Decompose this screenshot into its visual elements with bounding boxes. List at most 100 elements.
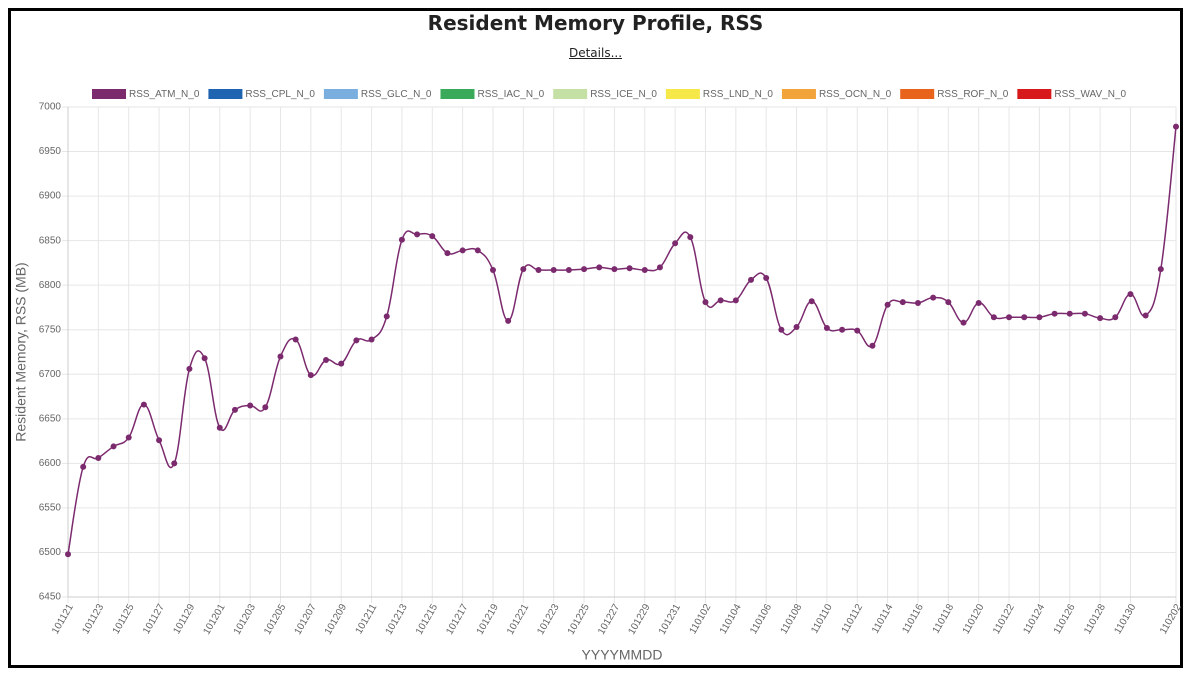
details-toggle[interactable]: Details... xyxy=(569,46,622,60)
legend-label: RSS_ICE_N_0 xyxy=(590,89,657,100)
data-point xyxy=(1112,314,1119,321)
data-point xyxy=(596,264,603,271)
data-point xyxy=(383,313,390,320)
x-tick-label: 101229 xyxy=(626,602,652,637)
legend-label: RSS_ROF_N_0 xyxy=(937,89,1009,100)
legend-label: RSS_OCN_N_0 xyxy=(819,89,892,100)
data-point xyxy=(945,299,952,306)
data-point xyxy=(414,231,421,238)
data-point xyxy=(1066,310,1073,317)
x-tick-label: 101213 xyxy=(384,602,410,637)
x-tick-label: 101219 xyxy=(475,602,501,637)
chart-title: Resident Memory Profile, RSS xyxy=(427,11,764,35)
y-tick-label: 6950 xyxy=(39,146,62,157)
data-point xyxy=(80,463,87,470)
x-tick-label: 110116 xyxy=(900,602,926,635)
x-tick-label: 101129 xyxy=(171,602,197,636)
data-point xyxy=(1097,315,1104,322)
data-point xyxy=(1142,312,1149,319)
data-point xyxy=(231,406,238,413)
data-point xyxy=(732,297,739,304)
data-point xyxy=(307,372,314,379)
x-tick-label: 101231 xyxy=(657,602,683,637)
data-point xyxy=(1021,314,1028,321)
x-tick-label: 110112 xyxy=(840,602,866,635)
y-tick-label: 6750 xyxy=(39,324,62,335)
x-tick-label: 110118 xyxy=(931,602,957,635)
data-point xyxy=(1157,266,1164,273)
x-tick-label: 101203 xyxy=(232,602,258,637)
data-point xyxy=(656,264,663,271)
data-point xyxy=(687,234,694,241)
x-axis-label: YYYYMMDD xyxy=(582,647,663,663)
data-point xyxy=(110,443,117,450)
details[interactable]: Details... xyxy=(0,46,1191,60)
data-point xyxy=(702,299,709,306)
y-axis-label: Resident Memory, RSS (MB) xyxy=(13,262,29,441)
data-point xyxy=(869,342,876,349)
legend-label: RSS_IAC_N_0 xyxy=(477,89,544,100)
legend-swatch xyxy=(900,89,935,99)
data-point xyxy=(990,314,997,321)
data-point xyxy=(611,266,618,273)
data-point xyxy=(763,275,770,282)
data-point xyxy=(975,300,982,306)
data-point xyxy=(140,401,147,408)
y-tick-label: 6650 xyxy=(39,413,62,424)
data-point xyxy=(398,236,405,243)
x-tick-label: 101127 xyxy=(141,602,167,636)
y-tick-label: 6600 xyxy=(39,458,62,469)
x-tick-label: 101207 xyxy=(293,602,319,637)
x-tick-label: 101217 xyxy=(444,602,470,637)
x-tick-label: 101221 xyxy=(505,602,531,637)
legend-swatch xyxy=(1017,89,1052,99)
data-point xyxy=(505,317,512,324)
data-point xyxy=(581,266,588,273)
series-line xyxy=(67,126,1177,555)
x-tick-label: 101223 xyxy=(535,602,561,637)
data-point xyxy=(444,250,451,257)
data-point xyxy=(474,247,481,254)
x-tick-label: 110108 xyxy=(779,602,805,636)
x-tick-label: 110120 xyxy=(961,602,987,636)
data-point xyxy=(1051,310,1058,317)
legend-swatch xyxy=(323,89,358,99)
x-tick-label: 110128 xyxy=(1082,602,1108,636)
data-point xyxy=(1036,314,1043,321)
data-point xyxy=(171,460,178,467)
data-point xyxy=(1173,123,1179,130)
y-tick-label: 6550 xyxy=(39,503,62,514)
legend-label: RSS_CPL_N_0 xyxy=(245,89,315,100)
legend-swatch xyxy=(665,89,700,99)
data-point xyxy=(899,299,906,306)
data-point xyxy=(778,326,785,333)
data-point xyxy=(854,327,861,334)
data-point xyxy=(95,455,102,462)
x-tick-label: 110124 xyxy=(1021,602,1047,636)
x-tick-label: 110106 xyxy=(748,602,774,636)
data-point xyxy=(156,437,163,444)
data-point xyxy=(839,326,846,333)
x-tick-label: 101123 xyxy=(80,602,106,636)
x-tick-label: 101125 xyxy=(111,602,137,636)
data-point xyxy=(338,360,345,367)
legend-label: RSS_WAV_N_0 xyxy=(1054,89,1126,100)
y-tick-label: 6500 xyxy=(39,547,62,558)
x-tick-label: 101121 xyxy=(50,602,76,636)
x-tick-label: 101209 xyxy=(323,602,349,637)
data-point xyxy=(201,355,208,362)
data-point xyxy=(550,267,557,274)
data-point xyxy=(459,247,466,254)
x-tick-label: 110102 xyxy=(688,602,714,636)
x-tick-label: 101227 xyxy=(596,602,622,637)
data-point xyxy=(323,357,330,364)
data-point xyxy=(565,267,572,274)
legend-swatch xyxy=(553,89,588,99)
legend-label: RSS_LND_N_0 xyxy=(703,89,773,100)
data-point xyxy=(125,434,132,441)
data-point xyxy=(717,297,724,304)
data-point xyxy=(535,267,542,274)
data-point xyxy=(884,301,891,308)
y-tick-label: 6900 xyxy=(39,191,62,202)
